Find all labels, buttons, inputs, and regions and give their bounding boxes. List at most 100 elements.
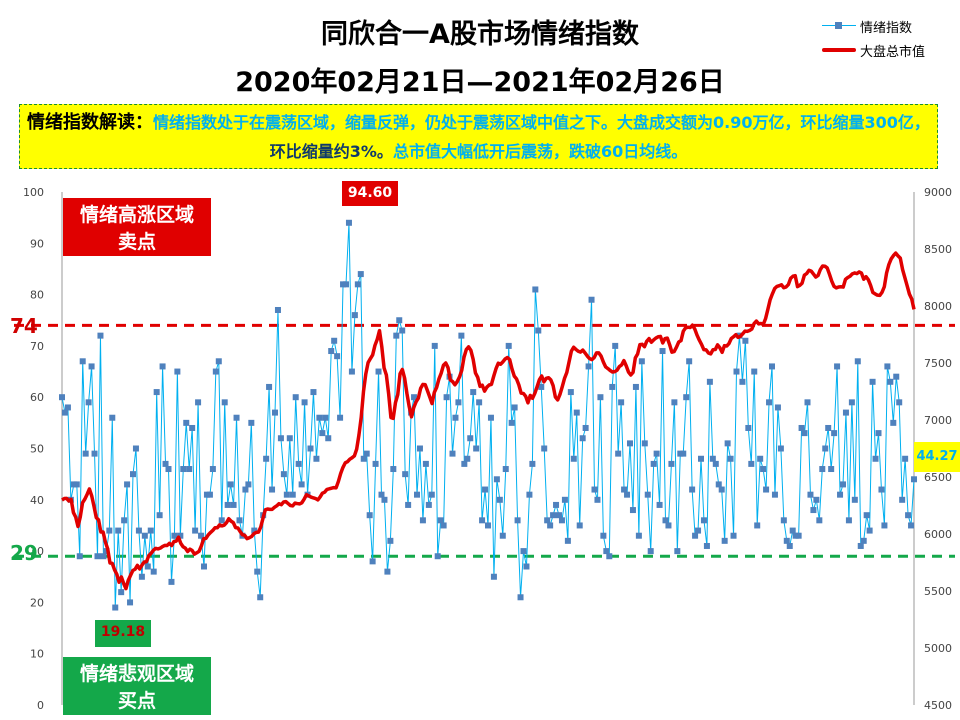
sentiment-point bbox=[493, 476, 500, 483]
right-tick-label: 8500 bbox=[924, 243, 952, 256]
sentiment-point bbox=[141, 532, 148, 539]
sentiment-point bbox=[396, 317, 403, 324]
left-tick-label: 0 bbox=[37, 699, 44, 712]
sentiment-point bbox=[798, 424, 805, 431]
right-tick-label: 7500 bbox=[924, 357, 952, 370]
sentiment-point bbox=[526, 491, 533, 498]
right-tick-label: 6000 bbox=[924, 528, 952, 541]
sentiment-point bbox=[523, 563, 530, 570]
sentiment-point bbox=[366, 512, 373, 519]
min-value-callout: 19.18 bbox=[95, 620, 151, 647]
sentiment-point bbox=[842, 409, 849, 416]
sentiment-point bbox=[186, 466, 193, 473]
left-tick-label: 70 bbox=[30, 340, 44, 353]
sentiment-point bbox=[269, 486, 276, 493]
left-tick-label: 20 bbox=[30, 596, 44, 609]
sentiment-point bbox=[322, 414, 329, 421]
sentiment-point bbox=[541, 445, 548, 452]
sentiment-point bbox=[558, 517, 565, 524]
sentiment-point bbox=[816, 517, 823, 524]
sentiment-point bbox=[505, 342, 512, 349]
sentiment-point bbox=[215, 358, 222, 365]
sentiment-point bbox=[390, 466, 397, 473]
chart-date-range: 2020年02月21日—2021年02月26日 bbox=[235, 67, 725, 98]
sentiment-point bbox=[703, 542, 710, 549]
sentiment-point bbox=[470, 389, 477, 396]
sentiment-point bbox=[609, 383, 616, 390]
sentiment-point bbox=[313, 455, 320, 462]
sentiment-point bbox=[851, 496, 858, 503]
sentiment-point bbox=[156, 512, 163, 519]
sentiment-point bbox=[911, 476, 917, 483]
sentiment-point bbox=[61, 409, 68, 416]
sentiment-point bbox=[508, 419, 515, 426]
sentiment-point bbox=[553, 501, 560, 508]
sentiment-point bbox=[556, 512, 562, 519]
sentiment-point bbox=[801, 430, 808, 437]
sentiment-point bbox=[443, 394, 450, 401]
sentiment-point bbox=[644, 491, 651, 498]
left-tick-label: 80 bbox=[30, 289, 44, 302]
sentiment-point bbox=[774, 404, 781, 411]
left-tick-label: 90 bbox=[30, 237, 44, 250]
chart-title: 同欣合一A股市场情绪指数 bbox=[321, 19, 639, 50]
interpretation-text-2: 环比缩量约3%。 bbox=[269, 142, 393, 161]
sentiment-point bbox=[618, 399, 625, 406]
sentiment-point bbox=[588, 296, 595, 303]
sentiment-point bbox=[206, 491, 213, 498]
sentiment-point bbox=[635, 532, 642, 539]
sentiment-point bbox=[757, 455, 764, 462]
sentiment-point bbox=[674, 548, 681, 555]
sentiment-point bbox=[671, 399, 678, 406]
sentiment-point bbox=[544, 517, 551, 524]
sentiment-point bbox=[683, 394, 690, 401]
sentiment-point bbox=[529, 460, 536, 467]
sentiment-point bbox=[369, 558, 376, 565]
sentiment-point bbox=[854, 358, 861, 365]
sentiment-point bbox=[94, 553, 101, 560]
sentiment-point bbox=[727, 455, 734, 462]
sentiment-point bbox=[665, 522, 672, 529]
sentiment-point bbox=[570, 455, 577, 462]
sentiment-point bbox=[875, 430, 882, 437]
sentiment-point bbox=[257, 594, 264, 601]
sentiment-point bbox=[721, 537, 728, 544]
sentiment-point bbox=[547, 522, 554, 529]
sentiment-point bbox=[709, 455, 716, 462]
sentiment-point bbox=[733, 368, 740, 375]
sentiment-point bbox=[177, 532, 184, 539]
sentiment-point bbox=[857, 542, 864, 549]
sentiment-point bbox=[159, 363, 166, 370]
sentiment-point bbox=[872, 455, 879, 462]
high-zone-title: 情绪高涨区域 bbox=[79, 204, 194, 226]
sentiment-point bbox=[218, 517, 225, 524]
sentiment-point bbox=[473, 445, 480, 452]
sentiment-point bbox=[316, 414, 323, 421]
sentiment-point bbox=[440, 522, 447, 529]
sentiment-point bbox=[132, 445, 139, 452]
sentiment-point bbox=[73, 481, 80, 488]
right-tick-label: 6500 bbox=[924, 471, 952, 484]
sentiment-point bbox=[902, 455, 909, 462]
sentiment-point bbox=[144, 563, 151, 570]
sentiment-point bbox=[221, 399, 228, 406]
sentiment-point bbox=[689, 486, 696, 493]
sentiment-point bbox=[771, 491, 778, 498]
sentiment-point bbox=[638, 358, 645, 365]
sentiment-point bbox=[85, 399, 92, 406]
sentiment-point bbox=[884, 363, 891, 370]
sentiment-point bbox=[763, 486, 770, 493]
interpretation-text-1: 情绪指数处于在震荡区域，缩量反弹，仍处于震荡区域中值之下。大盘成交额为0.90万… bbox=[153, 113, 930, 132]
upper-level-label: 74 bbox=[10, 314, 38, 338]
sentiment-point bbox=[718, 486, 725, 493]
sentiment-point bbox=[165, 466, 172, 473]
sentiment-point bbox=[328, 348, 335, 355]
sentiment-point bbox=[183, 419, 190, 426]
right-tick-label: 5000 bbox=[924, 642, 952, 655]
sentiment-point bbox=[822, 445, 829, 452]
sentiment-point bbox=[242, 486, 249, 493]
sentiment-point bbox=[573, 409, 580, 416]
sentiment-point bbox=[455, 399, 462, 406]
sentiment-point bbox=[100, 553, 107, 560]
